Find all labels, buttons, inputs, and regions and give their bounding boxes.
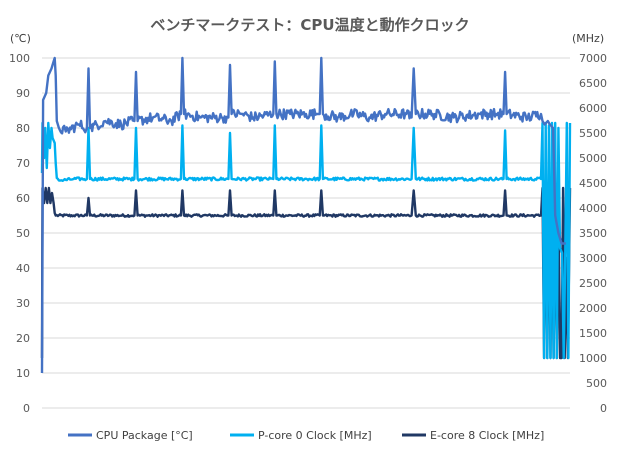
y-left-tick-label: 100 [9,52,30,65]
y-left-tick-label: 80 [16,122,30,135]
y-left-tick-label: 0 [23,402,30,415]
legend-item: E-core 8 Clock [MHz] [402,429,544,442]
y-right-unit: (MHz) [572,32,604,45]
y-right-tick-label: 3000 [579,252,607,265]
y-left-tick-label: 30 [16,297,30,310]
y-left-tick-label: 60 [16,192,30,205]
legend-label: P-core 0 Clock [MHz] [258,429,372,442]
legend-label: E-core 8 Clock [MHz] [430,429,544,442]
y-left-tick-label: 90 [16,87,30,100]
y-right-tick-label: 6500 [579,77,607,90]
y-left-tick-label: 20 [16,332,30,345]
y-right-tick-label: 5000 [579,152,607,165]
series-line-3 [40,186,572,360]
series-line-1 [40,56,566,374]
y-right-tick-label: 1500 [579,327,607,340]
legend-item: P-core 0 Clock [MHz] [230,429,372,442]
y-left-unit: (℃) [10,32,31,45]
y-right-tick-label: 4500 [579,177,607,190]
legend-item: CPU Package [°C] [68,429,193,442]
y-right-tick-label: 6000 [579,102,607,115]
y-right-tick-label: 1000 [579,352,607,365]
y-left-tick-label: 40 [16,262,30,275]
legend: CPU Package [°C] P-core 0 Clock [MHz] E-co… [68,429,544,442]
y-right-tick-label: 2000 [579,302,607,315]
y-right-tick-label: 5500 [579,127,607,140]
grid [42,57,570,409]
y-right-tick-label: 3500 [579,227,607,240]
y-right-tick-label: 500 [586,377,607,390]
y-right-tick-label: 2500 [579,277,607,290]
y-right-tick-label: 0 [600,402,607,415]
legend-label: CPU Package [°C] [96,429,193,442]
y-right-tick-label: 7000 [579,52,607,65]
series [40,56,572,374]
y-left-tick-label: 70 [16,157,30,170]
y-left-tick-label: 50 [16,227,30,240]
y-left-axis: 0 10 20 30 40 50 60 70 80 90 100 [9,52,30,415]
y-left-tick-label: 10 [16,367,30,380]
series-line-2 [40,121,572,360]
y-right-axis: 0 500 1000 1500 2000 2500 3000 3500 4000 4500 5000… [579,52,607,415]
y-right-tick-label: 4000 [579,202,607,215]
chart-title: ベンチマークテスト：CPU温度と動作クロック [150,16,469,34]
